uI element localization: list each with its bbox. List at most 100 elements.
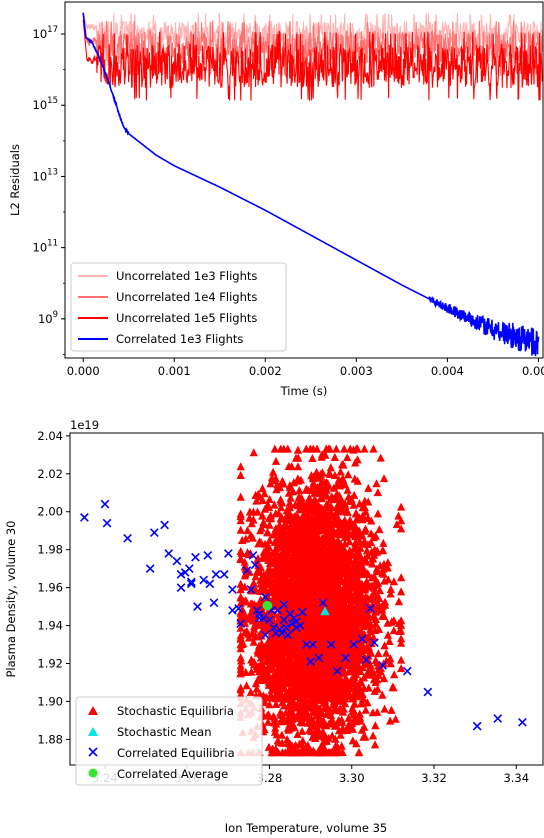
stochastic-equilibria-point <box>249 515 258 524</box>
stochastic-equilibria-point <box>305 642 314 650</box>
stochastic-equilibria-point <box>337 479 346 488</box>
stochastic-equilibria-point <box>330 748 339 757</box>
stochastic-equilibria-point <box>260 571 269 580</box>
stochastic-equilibria-point <box>324 444 333 453</box>
stochastic-equilibria-point <box>348 736 357 745</box>
stochastic-equilibria-point <box>278 650 287 659</box>
stochastic-equilibria-point <box>277 498 287 507</box>
stochastic-equilibria-point <box>289 660 298 669</box>
correlated-equilibria-point <box>186 579 196 589</box>
stochastic-equilibria-point <box>315 695 325 704</box>
correlated-equilibria-point <box>314 653 324 663</box>
stochastic-equilibria-point <box>327 675 337 684</box>
correlated-equilibria-point <box>186 577 196 587</box>
stochastic-equilibria-point <box>282 691 292 700</box>
correlated-equilibria-point <box>228 606 237 615</box>
stochastic-equilibria-point <box>334 506 343 515</box>
stochastic-equilibria-point <box>325 520 334 529</box>
stochastic-equilibria-point <box>275 672 284 681</box>
stochastic-equilibria-point <box>331 603 341 612</box>
stochastic-equilibria-point <box>375 586 384 595</box>
correlated-equilibria-point <box>332 666 342 676</box>
stochastic-equilibria-point <box>293 526 302 535</box>
stochastic-equilibria-point <box>337 519 346 528</box>
stochastic-equilibria-point <box>360 444 369 453</box>
equilibria-y-axis-label: Plasma Density, volume 30 <box>4 521 18 678</box>
stochastic-equilibria-point <box>299 548 308 557</box>
stochastic-equilibria-point <box>310 572 319 581</box>
stochastic-equilibria-point <box>352 654 361 663</box>
stochastic-equilibria-point <box>285 498 294 507</box>
stochastic-equilibria-point <box>325 537 335 546</box>
stochastic-equilibria-point <box>297 493 306 502</box>
stochastic-equilibria-point <box>341 660 350 669</box>
stochastic-equilibria-point <box>315 731 324 740</box>
stochastic-equilibria-point <box>359 694 368 702</box>
stochastic-equilibria-point <box>295 709 304 718</box>
stochastic-equilibria-point <box>361 705 370 714</box>
stochastic-equilibria-point <box>282 558 291 566</box>
stochastic-equilibria-point <box>368 601 377 609</box>
stochastic-equilibria-point <box>265 536 274 545</box>
stochastic-equilibria-point <box>265 495 274 503</box>
stochastic-equilibria-point <box>252 684 261 693</box>
stochastic-equilibria-point <box>258 553 267 562</box>
correlated-equilibria-point <box>518 717 527 727</box>
equilibria-y-ticks: 1.88 1.90 1.92 1.94 1.96 1.98 2.00 2.02 2.04 <box>37 429 70 746</box>
stochastic-equilibria-point <box>366 627 375 636</box>
stochastic-equilibria-point <box>293 474 303 483</box>
stochastic-equilibria-point <box>279 444 288 453</box>
stochastic-equilibria-point <box>315 502 324 511</box>
stochastic-equilibria-point <box>368 731 378 740</box>
stochastic-equilibria-point <box>341 608 351 616</box>
stochastic-equilibria-point <box>236 525 245 534</box>
stochastic-equilibria-point <box>338 643 348 652</box>
stochastic-equilibria-point <box>247 667 256 676</box>
stochastic-equilibria-point <box>318 546 327 555</box>
stochastic-equilibria-point <box>282 570 292 579</box>
stochastic-equilibria-point <box>295 486 304 495</box>
stochastic-equilibria-point <box>338 554 347 563</box>
stochastic-equilibria-point <box>314 618 323 627</box>
stochastic-equilibria-point <box>378 690 387 699</box>
correlated-equilibria-point <box>160 520 169 530</box>
stochastic-equilibria-point <box>248 533 257 542</box>
stochastic-equilibria-point <box>305 725 314 734</box>
correlated-equilibria-point <box>184 564 194 574</box>
stochastic-equilibria-point <box>326 592 335 601</box>
stochastic-equilibria-point <box>397 524 406 533</box>
stochastic-equilibria-point <box>313 601 323 610</box>
stochastic-equilibria-point <box>240 557 249 566</box>
stochastic-equilibria-point <box>261 539 270 548</box>
stochastic-equilibria-point <box>260 675 269 684</box>
stochastic-equilibria-point <box>372 564 381 573</box>
stochastic-equilibria-point <box>242 681 251 690</box>
stochastic-equilibria-point <box>348 655 357 664</box>
stochastic-equilibria-point <box>278 533 288 542</box>
stochastic-equilibria-point <box>263 500 272 509</box>
stochastic-equilibria-point <box>289 478 298 487</box>
stochastic-equilibria-point <box>258 484 267 493</box>
stochastic-equilibria-point <box>279 529 288 538</box>
stochastic-equilibria-point <box>236 685 245 694</box>
legend-label-correlated-1e3: Correlated 1e3 Flights <box>116 332 243 346</box>
stochastic-equilibria-point <box>332 593 341 602</box>
stochastic-equilibria-point <box>397 655 406 664</box>
stochastic-equilibria-point <box>370 612 379 621</box>
equilibria-y-tick-label: 2.04 <box>37 429 63 443</box>
stochastic-equilibria-point <box>289 681 298 690</box>
stochastic-equilibria-point <box>264 680 273 689</box>
stochastic-equilibria-point <box>311 734 320 742</box>
stochastic-equilibria-point <box>319 614 328 623</box>
stochastic-equilibria-point <box>266 690 275 699</box>
correlated-equilibria-point <box>228 585 237 594</box>
stochastic-equilibria-point <box>269 580 278 589</box>
stochastic-equilibria-point <box>350 690 359 699</box>
stochastic-equilibria-point <box>268 673 278 682</box>
stochastic-equilibria-point <box>273 480 282 489</box>
stochastic-equilibria-point <box>326 628 335 637</box>
correlated-equilibria-point <box>357 634 367 644</box>
stochastic-equilibria-point <box>295 660 304 669</box>
stochastic-equilibria-point <box>256 526 265 535</box>
stochastic-equilibria-point <box>387 705 396 714</box>
